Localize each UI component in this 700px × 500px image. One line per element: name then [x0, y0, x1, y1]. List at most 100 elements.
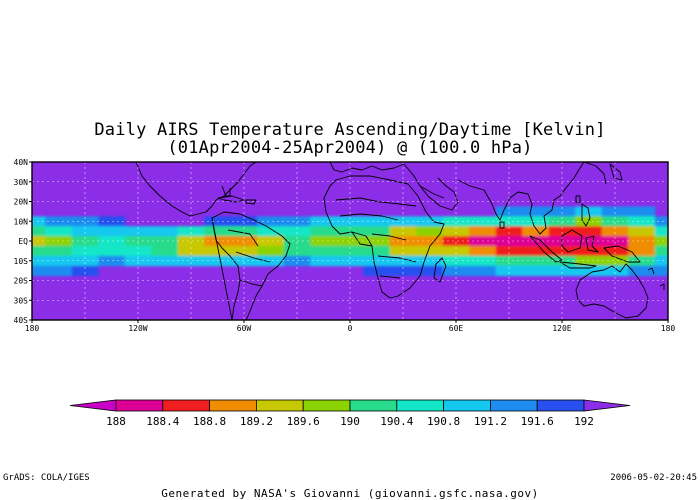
continent-outlines: [135, 162, 665, 320]
colorbar-segment: [536, 399, 585, 412]
heatmap-cell: [151, 226, 179, 237]
heatmap-cell: [628, 226, 656, 237]
heatmap-cell: [495, 255, 523, 267]
heatmap-cell: [628, 265, 656, 277]
heatmap-cell: [442, 255, 470, 267]
heatmap-cell: [310, 226, 338, 237]
colorbar-segment: [209, 399, 257, 412]
heatmap-cell: [283, 226, 311, 237]
heatmap-cell: [495, 245, 523, 257]
chart-subtitle: (01Apr2004-25Apr2004) @ (100.0 hPa): [167, 138, 533, 158]
sulawesi-outline: [585, 235, 599, 253]
heatmap-cell: [363, 226, 391, 237]
lat-tick-label: 30N: [14, 178, 29, 187]
heatmap-cell: [469, 265, 497, 277]
heatmap-cell: [575, 245, 603, 257]
colorbar-label: 190.8: [427, 415, 460, 428]
lat-tick-label: 40S: [14, 316, 29, 325]
heatmap-cell: [230, 216, 258, 227]
colorbar-segment: [349, 399, 398, 412]
lon-tick-label: 60W: [237, 324, 252, 333]
europe-outline: [329, 162, 405, 173]
heatmap-cell: [204, 226, 232, 237]
heatmap-cell: [336, 236, 364, 247]
africa-borders: [335, 197, 417, 279]
heatmap-cell: [495, 216, 523, 227]
heatmap-cell: [601, 245, 629, 257]
borneo-outline: [561, 229, 583, 253]
heatmap-cell: [654, 216, 668, 227]
heatmap-cell: [628, 255, 656, 267]
philippines-outline: [581, 203, 591, 227]
giovanni-credit: Generated by NASA's Giovanni (giovanni.g…: [161, 487, 539, 500]
heatmap-cell: [32, 265, 46, 277]
heatmap-cell: [151, 255, 179, 267]
lon-tick-label: 60E: [449, 324, 464, 333]
heatmap-cell: [522, 265, 550, 277]
heatmap-cell: [601, 236, 629, 247]
heatmap-cell: [177, 226, 205, 237]
heatmap-cell: [71, 236, 99, 247]
heatmap-cell: [416, 265, 444, 277]
chart-title: Daily AIRS Temperature Ascending/Daytime…: [94, 120, 606, 140]
grads-credit: GrADS: COLA/IGES: [3, 473, 90, 483]
sri-lanka-outline: [499, 221, 505, 229]
heatmap-cell: [98, 226, 126, 237]
heatmap-cell: [442, 236, 470, 247]
lat-tick-label: EQ: [18, 237, 28, 246]
heatmap-cell: [601, 265, 629, 277]
heatmap-cell: [654, 255, 668, 267]
heatmap-cell: [32, 245, 46, 257]
heatmap-cell: [628, 206, 656, 217]
colorbar-segment: [396, 399, 444, 412]
lat-tick-label: 40N: [14, 158, 29, 167]
heatmap-cell: [469, 245, 497, 257]
heatmap-cell: [495, 226, 523, 237]
heatmap-cell: [98, 255, 126, 267]
heatmap-cell: [495, 236, 523, 247]
heatmap-cell: [363, 216, 391, 227]
taiwan-outline: [575, 195, 581, 203]
heatmap-cell: [442, 216, 470, 227]
colorbar: [69, 399, 631, 412]
heatmap-cell: [654, 236, 668, 247]
heatmap-cell: [363, 236, 391, 247]
colorbar-label: 191.2: [474, 415, 507, 428]
colorbar-label: 189.2: [240, 415, 273, 428]
heatmap-cell: [522, 245, 550, 257]
lat-tick-label: 10N: [14, 217, 29, 226]
heatmap-cell: [336, 255, 364, 267]
colorbar-segment: [115, 399, 164, 412]
japan-outline: [609, 163, 623, 181]
heatmap-cell: [257, 216, 285, 227]
madagascar-outline: [433, 257, 447, 283]
colorbar-label: 188.4: [146, 415, 179, 428]
heatmap-cell: [416, 255, 444, 267]
east-asia-outline: [583, 162, 607, 185]
lon-tick-label: 120E: [552, 324, 571, 333]
heatmap-cell: [548, 206, 576, 217]
colorbar-labels: 188 188.4 188.8 189.2 189.6 190 190.4 190.8 191.…: [106, 415, 594, 428]
heatmap-cell: [45, 245, 73, 257]
heatmap-cell: [151, 236, 179, 247]
heatmap-cell: [230, 236, 258, 247]
heatmap-cell: [654, 265, 668, 277]
heatmap-cell: [495, 206, 523, 217]
heatmap-cell: [71, 245, 99, 257]
timestamp: 2006-05-02-20:45: [610, 473, 697, 483]
south-asia-outline: [457, 179, 529, 221]
heatmap-cell: [151, 245, 179, 257]
heatmap-cell: [601, 216, 629, 227]
heatmap-cell: [363, 265, 391, 277]
heatmap-cell: [442, 226, 470, 237]
colorbar-segment: [255, 399, 304, 412]
heatmap-cell: [522, 216, 550, 227]
heatmap-cell: [654, 226, 668, 237]
heatmap-cell: [71, 255, 99, 267]
new-guinea-outline: [603, 245, 641, 263]
heatmap-cell: [389, 265, 417, 277]
heatmap-cell: [389, 226, 417, 237]
pacific-islands-outline: [647, 267, 665, 290]
lon-tick-label: 180: [661, 324, 676, 333]
